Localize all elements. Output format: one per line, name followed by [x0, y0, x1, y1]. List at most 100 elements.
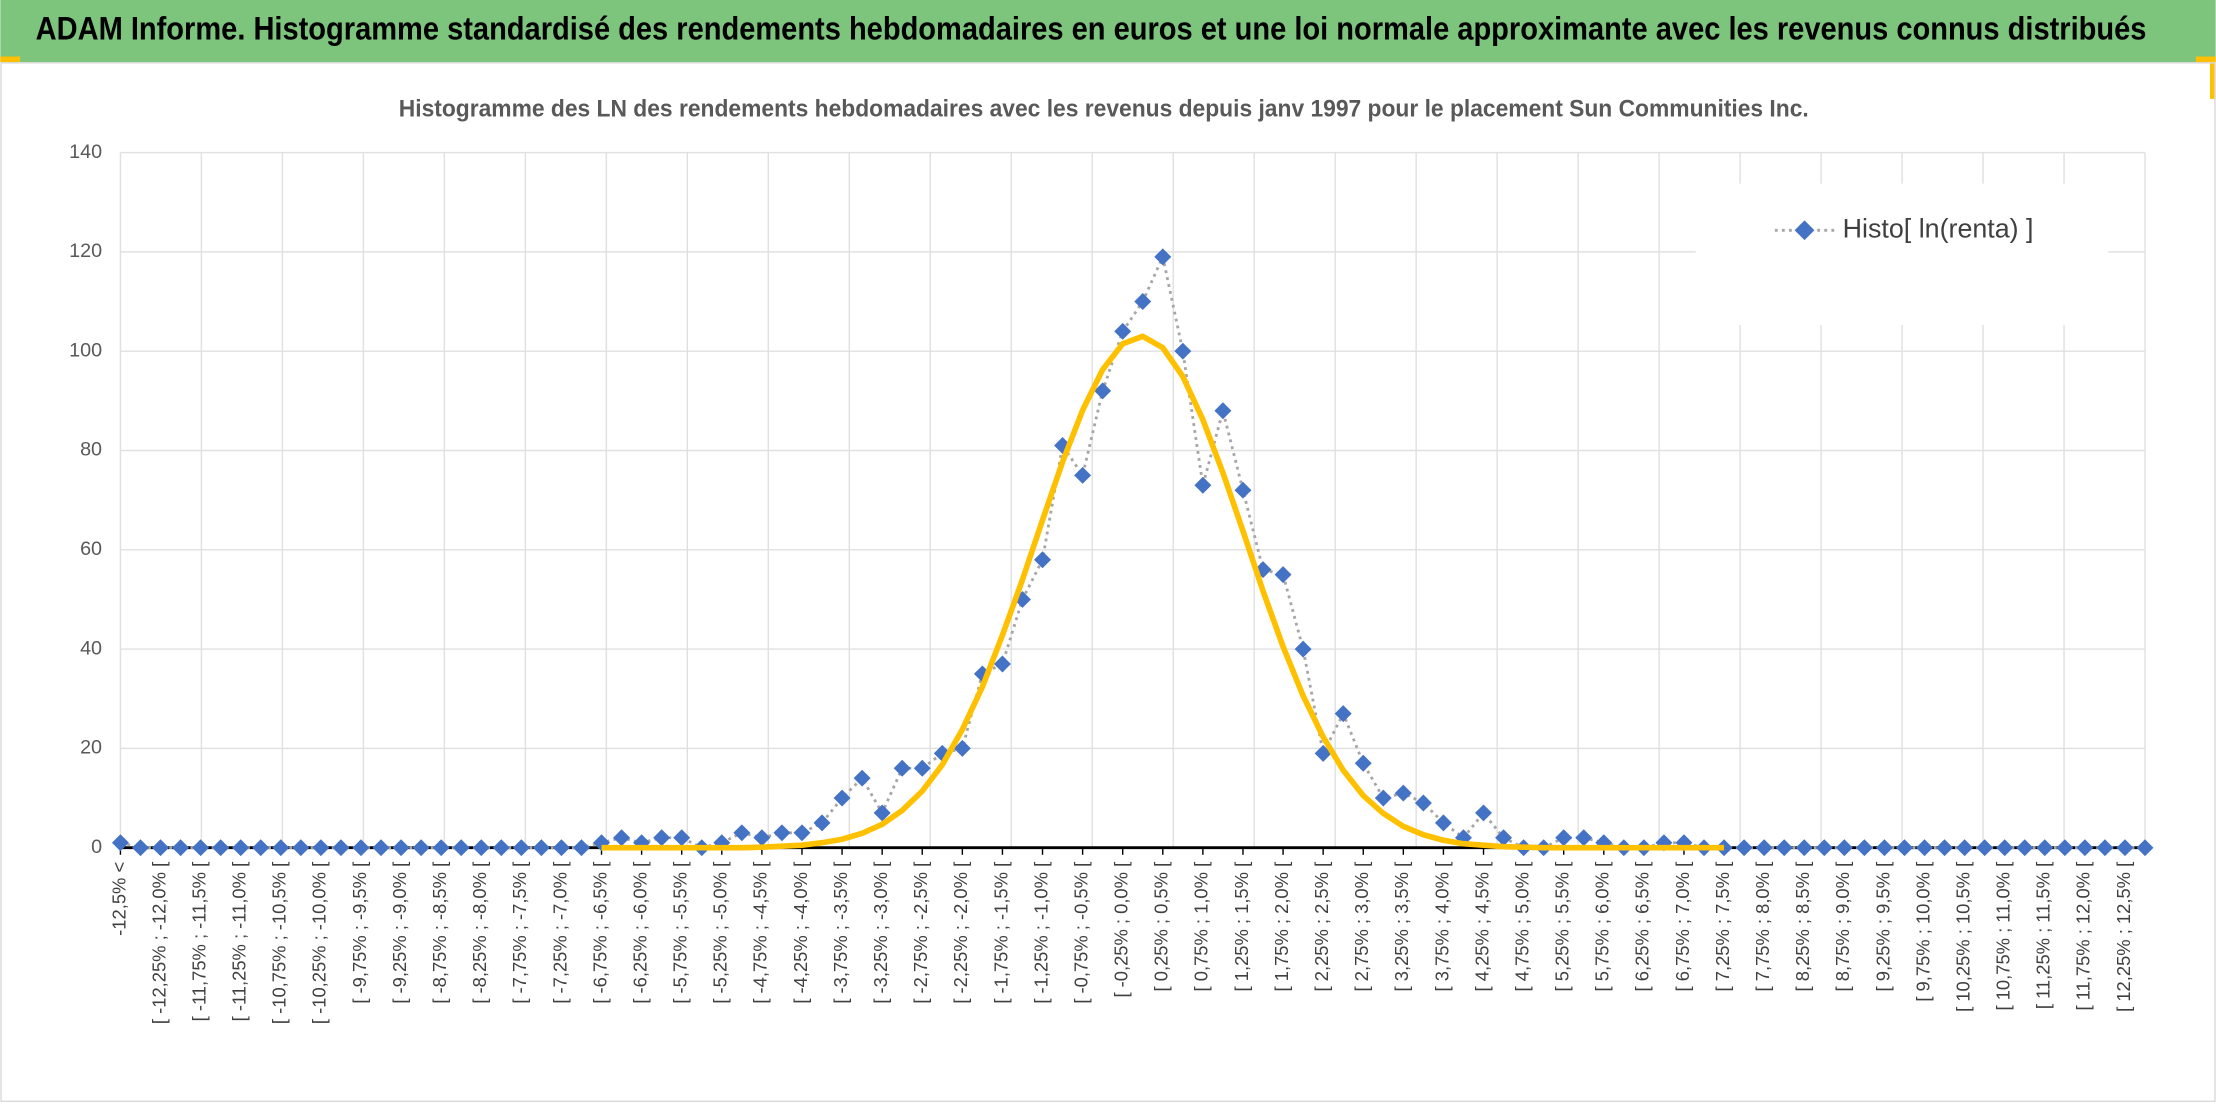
x-tick-label: [ 5,25% ; 5,5% [: [1552, 862, 1573, 992]
data-point: [552, 839, 570, 857]
x-tick-label: [ -5,25% ; -5,0% [: [710, 862, 731, 1004]
data-point: [312, 839, 330, 857]
data-point: [1034, 551, 1051, 569]
y-tick-label: 20: [80, 737, 102, 759]
data-point: [773, 824, 791, 842]
data-point: [152, 839, 170, 857]
data-point: [873, 804, 891, 822]
data-point: [172, 839, 190, 857]
data-point: [833, 789, 851, 807]
data-point: [913, 759, 931, 777]
data-point: [1374, 789, 1392, 807]
data-point: [1214, 402, 1232, 420]
x-tick-label: [ -11,75% ; -11,5% [: [188, 862, 209, 1022]
x-tick-label: [ -1,25% ; -1,0% [: [1030, 862, 1051, 1004]
x-tick-label: [ -2,75% ; -2,5% [: [910, 862, 931, 1004]
x-tick-label: [ -6,75% ; -6,5% [: [589, 862, 610, 1004]
data-point: [1815, 839, 1833, 857]
data-point: [1434, 814, 1452, 832]
page-title: ADAM Informe. Histogramme standardisé de…: [36, 11, 2147, 47]
accent: [2195, 56, 2216, 63]
x-tick-label: [ 7,25% ; 7,5% [: [1712, 862, 1733, 992]
data-point: [1575, 829, 1593, 847]
x-tick-label: [ -7,75% ; -7,5% [: [509, 862, 530, 1004]
data-point: [1194, 476, 1212, 494]
y-tick-label: 40: [80, 637, 102, 659]
data-point: [1875, 839, 1893, 857]
data-point: [2096, 839, 2114, 857]
data-point: [793, 824, 811, 842]
x-tick-label: [ 3,25% ; 3,5% [: [1391, 862, 1412, 992]
x-tick-label: [ 6,25% ; 6,5% [: [1632, 862, 1653, 992]
data-point: [893, 759, 911, 777]
data-point: [1074, 466, 1092, 484]
x-tick-label: [ -8,25% ; -8,0% [: [469, 862, 490, 1004]
x-tick-label: [ 4,75% ; 5,0% [: [1511, 862, 1532, 992]
data-point: [1895, 839, 1913, 857]
data-point: [292, 839, 310, 857]
data-point: [372, 839, 390, 857]
x-tick-label: [ -9,75% ; -9,5% [: [349, 862, 370, 1004]
y-tick-label: 140: [69, 141, 102, 163]
x-tick-label: [ 5,75% ; 6,0% [: [1592, 862, 1613, 992]
data-point: [1174, 342, 1192, 360]
data-point: [2116, 839, 2134, 857]
x-tick-label: [ 1,25% ; 1,5% [: [1231, 862, 1252, 992]
x-tick-label: [ 1,75% ; 2,0% [: [1271, 862, 1292, 992]
data-point: [1996, 839, 2014, 857]
x-tick-label: [ -9,25% ; -9,0% [: [389, 862, 410, 1004]
data-point: [1855, 839, 1873, 857]
x-tick-label: [ 2,75% ; 3,0% [: [1351, 862, 1372, 992]
data-point: [1956, 839, 1974, 857]
data-point: [2076, 839, 2094, 857]
data-point: [1354, 754, 1372, 772]
data-point: [492, 839, 510, 857]
x-tick-label: [ 8,75% ; 9,0% [: [1832, 862, 1853, 992]
x-tick-label: [ -4,75% ; -4,5% [: [750, 862, 771, 1004]
data-point: [212, 839, 230, 857]
data-point: [412, 839, 430, 857]
data-point: [1114, 322, 1132, 340]
x-tick-label: [ 9,25% ; 9,5% [: [1872, 862, 1893, 992]
x-tick-label: [ 0,25% ; 0,5% [: [1151, 862, 1172, 992]
x-tick-label: [ 4,25% ; 4,5% [: [1471, 862, 1492, 992]
x-tick-label: [ 2,25% ; 2,5% [: [1311, 862, 1332, 992]
data-point: [1835, 839, 1853, 857]
x-tick-label: [ -3,75% ; -3,5% [: [830, 862, 851, 1004]
accent: [2210, 62, 2216, 99]
legend-bg: [1695, 183, 2109, 325]
data-point: [1334, 705, 1352, 723]
chart-title: Histogramme des LN des rendements hebdom…: [399, 96, 1809, 123]
x-tick-label: [ -12,25% ; -12,0% [: [148, 862, 169, 1024]
x-tick-label: [ -10,75% ; -10,5% [: [269, 862, 290, 1024]
x-tick-label: -12,5% <: [108, 862, 129, 936]
x-tick-label: [ 10,75% ; 11,0% [: [1993, 862, 2014, 1011]
x-tick-label: [ -10,25% ; -10,0% [: [309, 862, 330, 1024]
x-tick-label: [ 3,75% ; 4,0% [: [1431, 862, 1452, 992]
data-point: [1234, 481, 1252, 499]
data-point: [993, 655, 1011, 673]
x-tick-label: [ -4,25% ; -4,0% [: [790, 862, 811, 1004]
data-point: [653, 829, 671, 847]
x-tick-label: [ -8,75% ; -8,5% [: [429, 862, 450, 1004]
legend-marker: [1794, 220, 1815, 241]
data-point: [2136, 839, 2154, 857]
x-tick-label: [ 0,75% ; 1,0% [: [1191, 862, 1212, 992]
accent: [0, 56, 21, 63]
x-tick-label: [ 11,25% ; 11,5% [: [2033, 862, 2054, 1009]
x-tick-label: [ -2,25% ; -2,0% [: [950, 862, 971, 1004]
data-point: [1274, 566, 1292, 584]
data-point: [853, 769, 871, 787]
data-point: [2056, 839, 2074, 857]
data-point: [532, 839, 550, 857]
data-point: [573, 839, 590, 857]
data-point: [452, 839, 470, 857]
data-point: [1916, 839, 1933, 857]
x-tick-label: [ -1,75% ; -1,5% [: [990, 862, 1011, 1004]
header-bar: [0, 0, 2216, 63]
y-tick-label: 0: [91, 836, 102, 858]
legend-label: Histo[ ln(renta) ]: [1843, 213, 2034, 243]
data-point: [673, 829, 691, 847]
